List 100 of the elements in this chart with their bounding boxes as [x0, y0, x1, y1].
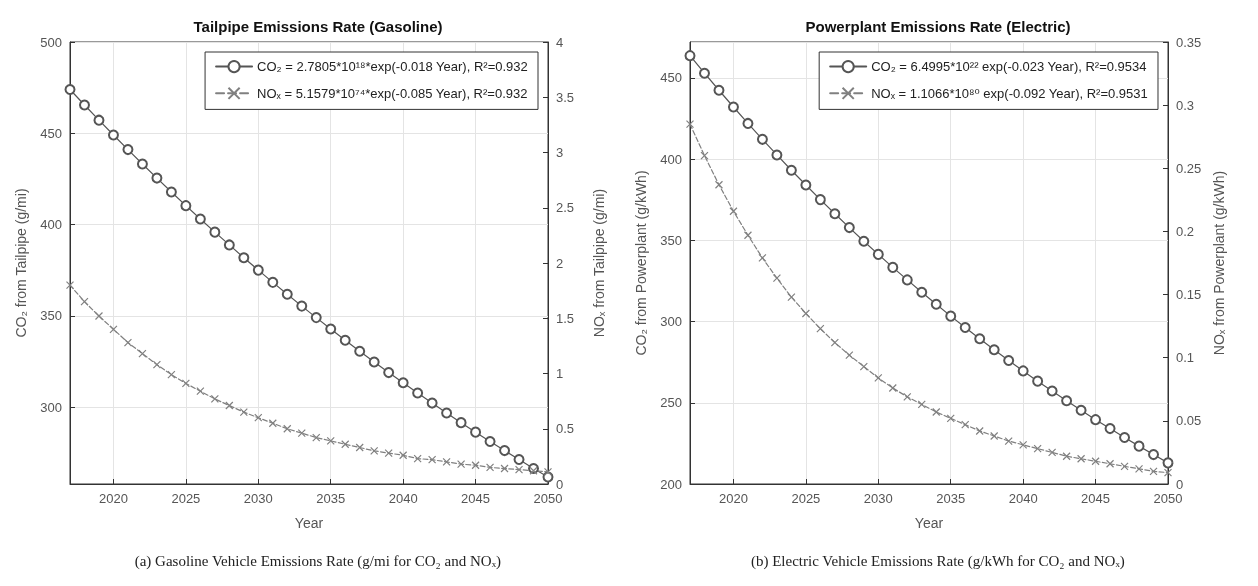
point [684, 50, 696, 62]
point [122, 144, 134, 156]
point [1075, 404, 1087, 416]
point [843, 222, 855, 234]
point [339, 334, 351, 346]
point [1017, 365, 1029, 377]
point [990, 431, 999, 441]
point [816, 324, 825, 333]
point [412, 387, 424, 399]
point [370, 446, 379, 455]
x-tick-label: 2025 [791, 491, 821, 506]
point [1076, 454, 1086, 463]
point [267, 276, 279, 288]
point [94, 311, 104, 321]
point [167, 370, 176, 379]
y2-tick-label: 0.5 [556, 421, 575, 437]
legend-label: NOₓ = 1.1066*10⁸⁰ exp(-0.092 Year), R²=0.9531 [871, 85, 1148, 101]
y-tick-label: 400 [660, 151, 682, 167]
point [801, 309, 810, 318]
point [296, 300, 308, 312]
point [65, 281, 75, 290]
point [484, 435, 496, 447]
chart-title: Powerplant Emissions Rate (Electric) [805, 18, 1071, 35]
point [888, 383, 897, 393]
x-tick-label: 2035 [316, 491, 346, 506]
y2-tick-label: 4 [556, 34, 564, 50]
y-axis-title: CO₂ from Tailpipe (g/mi) [13, 188, 29, 338]
x-tick-label: 2040 [1008, 491, 1038, 506]
point [500, 464, 509, 473]
point [80, 297, 89, 306]
y2-tick-label: 0.35 [1176, 34, 1202, 50]
point [341, 440, 350, 449]
point [283, 424, 292, 433]
point [136, 158, 148, 170]
point [399, 451, 408, 460]
point [252, 264, 264, 276]
point [181, 379, 190, 388]
x-tick-label: 2020 [98, 491, 128, 506]
point [210, 394, 219, 404]
y2-axis-title: NOₓ from Powerplant (g/kWh) [1211, 170, 1227, 356]
y2-tick-label: 0.15 [1176, 287, 1202, 303]
point [714, 180, 724, 189]
point [756, 133, 768, 145]
point [123, 338, 133, 347]
point [700, 151, 709, 160]
point [281, 288, 293, 300]
point [858, 235, 870, 247]
y-tick-label: 250 [660, 395, 682, 411]
x-axis-title: Year [294, 515, 324, 531]
point [485, 463, 495, 472]
y2-tick-label: 3.5 [556, 89, 575, 105]
point [1091, 457, 1100, 466]
point [988, 344, 1000, 356]
point [310, 312, 322, 324]
point [355, 443, 364, 452]
point [441, 407, 453, 419]
x-tick-label: 2030 [863, 491, 893, 506]
point [428, 455, 437, 464]
point [1163, 468, 1173, 477]
y-tick-label: 350 [40, 308, 62, 324]
point [859, 362, 868, 371]
x-tick-label: 2025 [171, 491, 201, 506]
x-tick-label: 2035 [936, 491, 966, 506]
y-tick-label: 350 [660, 232, 682, 248]
point [513, 454, 525, 466]
point [946, 414, 955, 423]
y2-tick-label: 0 [1176, 476, 1184, 492]
point [743, 231, 753, 240]
text: (a) Gasoline Vehicle Emissions Rate (g/mi for CO₂ and NOₓ) [134, 552, 502, 570]
point [1105, 459, 1115, 468]
y-tick-label: 300 [40, 399, 62, 415]
point [887, 261, 899, 273]
point [196, 387, 205, 396]
point [93, 114, 105, 126]
point [325, 323, 337, 335]
point [413, 454, 422, 463]
x-tick-label: 2040 [388, 491, 418, 506]
point [1148, 449, 1160, 461]
point [800, 179, 812, 191]
point [1162, 457, 1174, 469]
point [1090, 414, 1102, 426]
chart-title: Tailpipe Emissions Rate (Gasoline) [193, 18, 443, 35]
y2-tick-label: 3 [556, 145, 564, 160]
point [1149, 467, 1158, 476]
x-tick-label: 2050 [1153, 491, 1183, 506]
point [384, 448, 393, 458]
point [471, 461, 480, 470]
y2-tick-label: 0.05 [1176, 413, 1202, 429]
point [326, 436, 335, 445]
point [1046, 385, 1058, 397]
y-tick-label: 400 [40, 217, 62, 233]
y2-tick-label: 1 [556, 366, 564, 381]
point [354, 345, 366, 357]
point [1133, 440, 1145, 452]
point [1120, 462, 1129, 471]
point [442, 457, 451, 466]
point [1119, 432, 1131, 444]
x-tick-label: 2045 [1081, 491, 1111, 506]
point [932, 407, 941, 417]
point [814, 194, 826, 206]
